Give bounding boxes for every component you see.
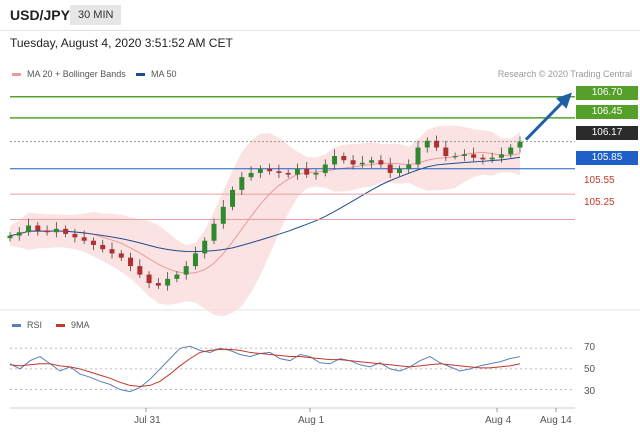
candle-body <box>508 147 514 155</box>
candle-body <box>498 154 504 158</box>
candle-body <box>480 157 486 160</box>
credit-text: Research © 2020 Trading Central <box>497 69 632 79</box>
candle-body <box>90 240 96 245</box>
candle-body <box>63 228 69 234</box>
candle-body <box>359 162 365 165</box>
candle-body <box>35 225 41 231</box>
ma20-swatch <box>12 72 21 76</box>
rsi-tick-70: 70 <box>584 342 596 353</box>
projection-arrow <box>524 98 567 141</box>
candle-body <box>72 233 78 238</box>
candle-body <box>257 168 263 173</box>
candle-body <box>53 228 59 233</box>
candle-body <box>220 206 226 224</box>
candle-body <box>192 253 198 267</box>
rsi-swatch <box>12 323 21 327</box>
timestamp: Tuesday, August 4, 2020 3:51:52 AM CET <box>10 36 233 50</box>
candle-body <box>239 177 245 190</box>
candle-body <box>155 283 161 286</box>
candle-body <box>100 244 106 250</box>
candle-body <box>313 172 319 175</box>
candle-body <box>44 230 50 233</box>
legend-9ma-label: 9MA <box>71 320 90 330</box>
rsi-tick-30: 30 <box>584 386 596 397</box>
candle-body <box>452 156 458 158</box>
rsi-line <box>9 345 521 393</box>
candle-body <box>341 156 347 161</box>
candle-body <box>406 164 412 169</box>
candle-body <box>332 156 338 165</box>
candle-body <box>146 274 152 284</box>
interval-button[interactable]: 30 MIN <box>70 5 122 25</box>
ma50-swatch <box>136 72 145 76</box>
x-tick-jul31: Jul 31 <box>134 415 161 426</box>
candle-body <box>415 147 421 165</box>
projection-arrowhead <box>556 92 572 109</box>
candle-body <box>378 160 384 165</box>
rsi-tick-50: 50 <box>584 364 596 375</box>
candle-body <box>230 189 236 207</box>
candle-body <box>434 140 440 148</box>
candle-body <box>276 171 282 173</box>
candle-body <box>471 154 477 158</box>
level-last-price: 106.17 <box>576 126 638 140</box>
candle-body <box>369 160 375 163</box>
level-r2: 106.70 <box>576 86 638 100</box>
top-bar: USD/JPY 30 MIN <box>0 0 640 31</box>
legend-ma50: MA 50 <box>136 69 177 79</box>
legend-9ma: 9MA <box>56 320 90 330</box>
rsi-9ma-line <box>9 348 521 387</box>
candle-body <box>248 172 254 178</box>
candle-body <box>294 168 300 175</box>
x-tick-aug14: Aug 14 <box>540 415 572 426</box>
candle-body <box>109 249 115 254</box>
candle-body <box>443 147 449 156</box>
candle-body <box>489 157 495 160</box>
candle-body <box>118 253 124 258</box>
level-pivot: 105.85 <box>576 151 638 165</box>
candle-body <box>165 278 171 286</box>
x-tick-aug4: Aug 4 <box>485 415 512 426</box>
candle-body <box>304 168 310 175</box>
candle-body <box>128 257 134 267</box>
candle-body <box>424 140 430 148</box>
level-r1: 106.45 <box>576 105 638 119</box>
candle-body <box>387 164 393 173</box>
candle-body <box>517 141 523 148</box>
candle-body <box>202 240 208 254</box>
ma9-swatch <box>56 323 65 327</box>
candle-body <box>174 274 180 279</box>
legend-rsi: RSI <box>12 320 42 330</box>
candle-body <box>322 164 328 173</box>
candle-body <box>350 160 356 165</box>
candle-body <box>211 223 217 241</box>
candle-body <box>461 154 467 156</box>
level-s1: 105.55 <box>584 175 615 186</box>
x-tick-aug1: Aug 1 <box>298 415 325 426</box>
ma50-line <box>9 156 521 253</box>
legend-ma20: MA 20 + Bollinger Bands <box>12 69 126 79</box>
legend-ma20-label: MA 20 + Bollinger Bands <box>27 69 126 79</box>
legend-rsi-label: RSI <box>27 320 43 330</box>
candle-body <box>396 168 402 173</box>
symbol-title: USD/JPY <box>10 7 70 23</box>
candle-body <box>137 266 143 275</box>
candle-body <box>81 237 87 241</box>
level-s2: 105.25 <box>584 197 615 208</box>
candle-body <box>26 225 32 233</box>
legend-ma50-label: MA 50 <box>151 69 177 79</box>
candle-body <box>285 172 291 175</box>
candle-body <box>267 168 273 172</box>
candle-body <box>7 235 13 239</box>
candle-body <box>16 232 22 236</box>
candle-body <box>183 266 189 275</box>
